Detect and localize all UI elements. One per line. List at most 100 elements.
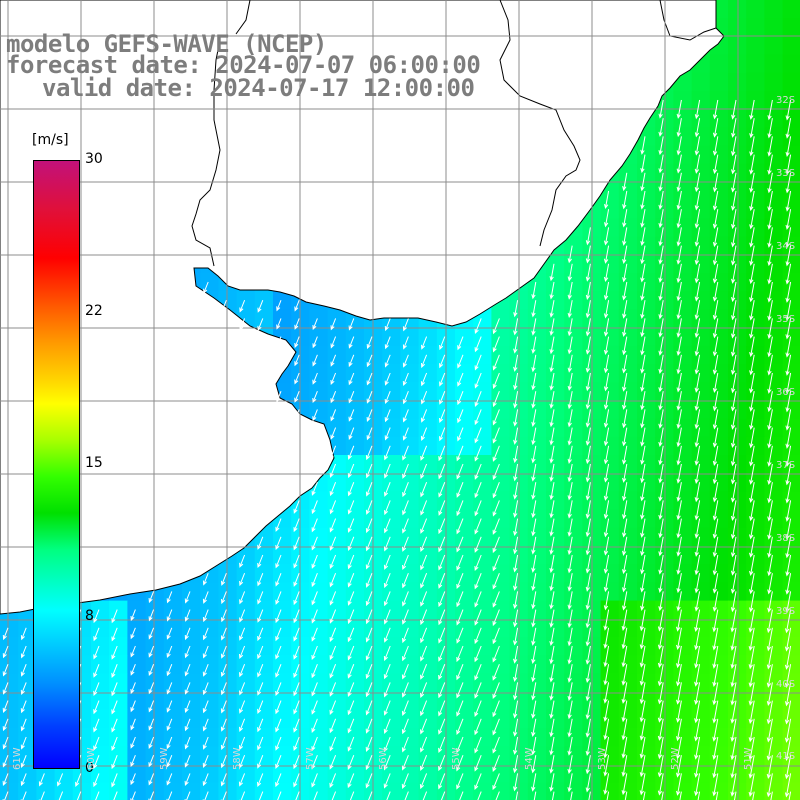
wind-arrow: [603, 773, 610, 795]
wind-speed-cell: [709, 564, 729, 583]
wind-speed-cell: [382, 364, 401, 383]
wind-arrow: [549, 755, 555, 774]
wind-arrow: [622, 482, 628, 502]
wind-arrow: [513, 445, 519, 464]
wind-arrow: [347, 518, 355, 533]
wind-speed-cell: [473, 345, 492, 365]
wind-speed-cell: [309, 364, 329, 383]
wind-arrow: [166, 755, 173, 768]
wind-speed-cell: [618, 546, 638, 565]
wind-speed-cell: [400, 782, 420, 800]
wind-speed-cell: [618, 673, 638, 693]
wind-arrow: [785, 99, 792, 121]
wind-speed-cell: [0, 618, 19, 638]
wind-arrow: [712, 500, 719, 521]
wind-arrow: [384, 482, 391, 497]
wind-arrow: [712, 354, 719, 375]
wind-speed-cell: [91, 655, 110, 674]
wind-arrow: [657, 718, 664, 741]
wind-speed-cell: [637, 582, 656, 602]
wind-arrow: [383, 536, 391, 552]
wind-arrow: [567, 518, 573, 537]
wind-speed-cell: [327, 655, 347, 674]
wind-speed-cell: [637, 364, 656, 383]
wind-arrow: [239, 682, 246, 696]
wind-arrow: [567, 682, 573, 702]
wind-speed-cell: [291, 309, 310, 329]
wind-arrow: [202, 736, 209, 750]
wind-speed-cell: [236, 291, 256, 310]
wind-speed-cell: [600, 436, 620, 456]
wind-arrow: [676, 136, 682, 156]
wind-arrow: [513, 336, 519, 354]
wind-speed-cell: [418, 418, 438, 438]
wind-speed-cell: [127, 600, 147, 620]
wind-arrow: [220, 755, 227, 769]
wind-speed-cell: [491, 382, 511, 401]
wind-arrow: [694, 609, 701, 633]
wind-arrow: [730, 463, 737, 485]
wind-speed-cell: [254, 709, 274, 729]
wind-speed-cell: [600, 728, 620, 747]
wind-speed-cell: [291, 782, 310, 800]
wind-arrow: [731, 372, 737, 394]
wind-arrow: [329, 664, 337, 679]
wind-arrow: [622, 209, 628, 228]
wind-arrow: [585, 755, 591, 775]
wind-speed-cell: [473, 582, 492, 602]
wind-arrow: [767, 245, 773, 267]
wind-speed-cell: [0, 709, 19, 729]
wind-speed-cell: [345, 546, 365, 565]
wind-arrow: [622, 336, 628, 356]
wind-speed-cell: [691, 473, 711, 492]
wind-speed-cell: [691, 309, 711, 329]
wind-arrow: [513, 372, 519, 391]
wind-arrow: [311, 591, 318, 606]
wind-speed-cell: [218, 618, 238, 638]
wind-arrow: [275, 755, 282, 769]
wind-arrow: [749, 209, 755, 230]
wind-speed-cell: [564, 291, 583, 310]
wind-speed-cell: [764, 655, 784, 674]
wind-speed-cell: [291, 746, 310, 765]
wind-speed-cell: [455, 600, 474, 620]
wind-arrow: [239, 573, 246, 587]
wind-arrow: [712, 573, 719, 594]
wind-arrow: [567, 409, 573, 428]
wind-speed-cell: [491, 527, 511, 547]
wind-speed-cell: [709, 127, 729, 147]
wind-arrow: [329, 482, 337, 497]
wind-speed-cell: [782, 673, 800, 693]
wind-arrow: [767, 118, 773, 139]
wind-arrow: [257, 318, 264, 331]
wind-speed-cell: [673, 746, 693, 765]
wind-arrow: [531, 591, 537, 610]
wind-speed-cell: [709, 709, 729, 729]
wind-arrow: [622, 227, 628, 246]
wind-arrow: [694, 172, 701, 193]
wind-arrow: [93, 645, 100, 660]
wind-speed-cell: [782, 655, 800, 674]
wind-speed-cell: [254, 782, 274, 800]
wind-speed-cell: [709, 546, 729, 565]
wind-arrow: [676, 718, 682, 742]
wind-arrow: [694, 209, 701, 229]
wind-arrow: [766, 755, 773, 780]
wind-speed-cell: [418, 327, 438, 347]
wind-arrow: [694, 445, 701, 466]
wind-speed-cell: [746, 436, 765, 456]
wind-arrow: [749, 281, 755, 303]
wind-speed-cell: [637, 691, 656, 711]
wind-arrow: [733, 791, 737, 800]
wind-speed-cell: [564, 491, 583, 511]
wind-speed-cell: [473, 382, 492, 401]
wind-speed-cell: [491, 455, 511, 474]
wind-arrow: [365, 664, 373, 680]
wind-speed-cell: [327, 345, 347, 365]
wind-arrow: [551, 791, 555, 800]
wind-arrow: [474, 318, 482, 334]
wind-arrow: [712, 245, 719, 266]
wind-arrow: [257, 736, 264, 751]
wind-speed-cell: [618, 291, 638, 310]
wind-speed-cell: [764, 163, 784, 183]
